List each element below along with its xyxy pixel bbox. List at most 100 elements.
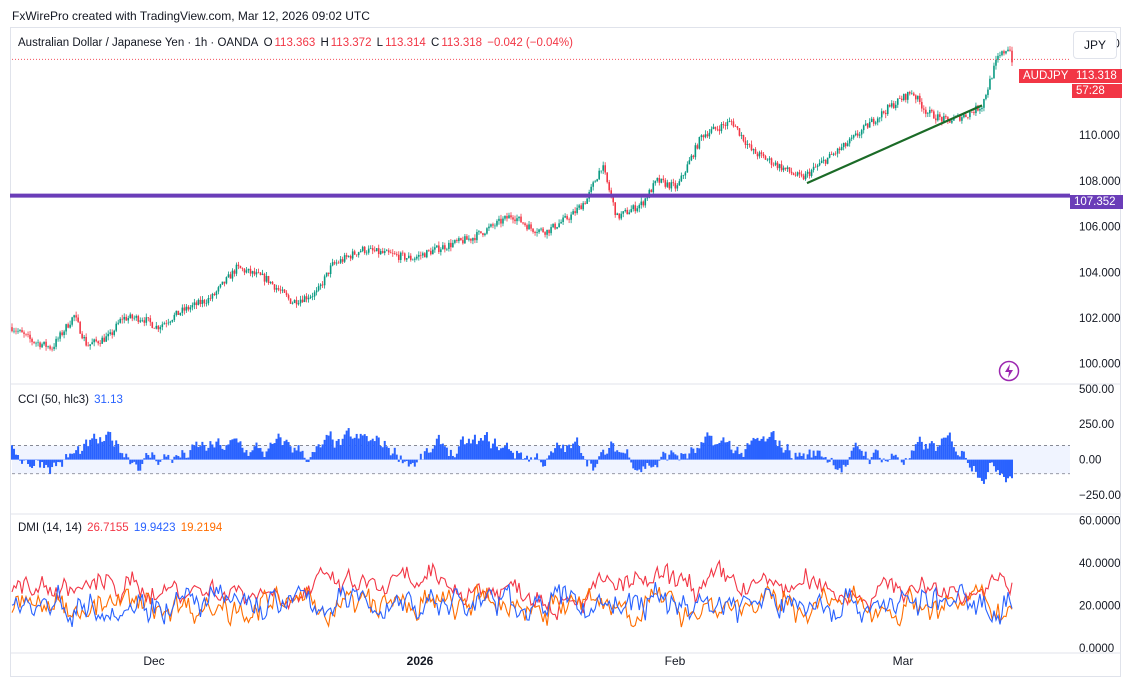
cci-axis-tick: −250.00	[1079, 490, 1121, 502]
cci-bar	[129, 459, 132, 465]
candle-body	[584, 203, 586, 204]
cci-bar	[221, 448, 224, 460]
candle-body	[127, 318, 130, 321]
cci-bar	[774, 440, 777, 460]
cci-bar	[570, 448, 573, 460]
candle-body	[768, 158, 771, 160]
candle-body	[472, 237, 474, 241]
candle-body	[780, 164, 783, 171]
candle-body	[939, 114, 941, 117]
candle-body	[816, 165, 819, 167]
candle-body	[586, 198, 588, 204]
cci-bar	[419, 453, 422, 460]
cci-bar	[101, 441, 104, 460]
cci-bar	[806, 454, 809, 460]
candle-body	[343, 255, 346, 262]
cci-bar	[988, 459, 991, 463]
cci-bar	[257, 448, 260, 460]
cci-bar	[922, 449, 925, 460]
cci-bar	[842, 459, 845, 465]
cci-bar	[1006, 459, 1009, 479]
candle-body	[784, 167, 787, 170]
cci-bar	[145, 453, 148, 460]
cci-bar	[914, 444, 917, 460]
cci-bar	[47, 459, 50, 468]
cci-bar	[724, 442, 727, 460]
candle-body	[13, 330, 15, 332]
cci-bar	[457, 446, 460, 460]
cci-bar	[568, 444, 571, 460]
cci-bar	[632, 459, 635, 469]
cci-bar	[311, 451, 314, 460]
cci-bar	[61, 459, 64, 467]
cci-bar	[594, 459, 597, 468]
candle-body	[646, 197, 649, 199]
candle-body	[704, 134, 707, 138]
candle-body	[349, 255, 352, 259]
candle-body	[409, 255, 412, 260]
candle-body	[636, 208, 639, 212]
cci-bar	[157, 459, 160, 465]
candle-body	[510, 215, 512, 218]
candle-body	[878, 117, 881, 119]
candle-body	[65, 324, 67, 332]
cci-bar	[706, 432, 709, 460]
trendline	[806, 104, 983, 185]
cci-bar	[558, 445, 561, 460]
cci-bar	[978, 459, 981, 478]
candle-body	[716, 128, 719, 130]
candle-body	[458, 238, 460, 242]
cci-bar	[860, 450, 863, 460]
candle-body	[43, 341, 45, 345]
candle-body	[754, 149, 757, 154]
candle-body	[387, 250, 390, 253]
cci-bar	[640, 459, 643, 473]
candle-body	[532, 228, 534, 232]
candle-body	[476, 232, 478, 241]
support-level-badge: 107.352	[1070, 195, 1123, 209]
cci-bar	[910, 450, 913, 460]
candle-body	[556, 227, 558, 229]
cci-bar	[251, 450, 254, 460]
cci-bar	[369, 440, 372, 460]
cci-bar	[718, 442, 721, 460]
candle-body	[119, 318, 122, 323]
currency-button[interactable]: JPY	[1073, 31, 1117, 59]
candle-body	[712, 126, 715, 130]
cci-bar	[836, 459, 839, 470]
cci-bar	[111, 440, 114, 460]
candle-body	[313, 292, 316, 297]
candle-body	[640, 201, 643, 206]
cci-bar	[564, 451, 567, 460]
candle-body	[752, 149, 755, 151]
candle-body	[450, 242, 452, 248]
cci-bar	[624, 453, 627, 460]
ohlc-legend: Australian Dollar / Japanese Yen · 1h · …	[18, 37, 575, 49]
lightning-icon[interactable]	[998, 360, 1020, 382]
cci-bar	[367, 441, 370, 460]
cci-bar	[562, 444, 565, 460]
cci-bar	[245, 450, 248, 460]
candle-body	[514, 219, 516, 222]
candle-body	[808, 171, 811, 176]
candle-body	[267, 275, 270, 283]
candle-body	[91, 342, 93, 345]
cci-bar	[321, 444, 324, 460]
candle-body	[181, 307, 184, 313]
candle-body	[393, 253, 396, 255]
cci-bar	[69, 453, 72, 460]
cci-bar	[501, 447, 504, 460]
cci-bar	[680, 453, 683, 460]
cci-bar	[427, 452, 430, 460]
cci-bar	[483, 434, 486, 460]
cci-bar	[175, 455, 178, 460]
candle-body	[187, 306, 190, 310]
cci-bar	[215, 441, 218, 460]
cci-bar	[185, 457, 188, 460]
candle-body	[39, 342, 41, 348]
candle-body	[502, 218, 504, 224]
candle-body	[933, 111, 935, 119]
cci-bar	[976, 459, 979, 478]
candle-body	[135, 315, 138, 318]
